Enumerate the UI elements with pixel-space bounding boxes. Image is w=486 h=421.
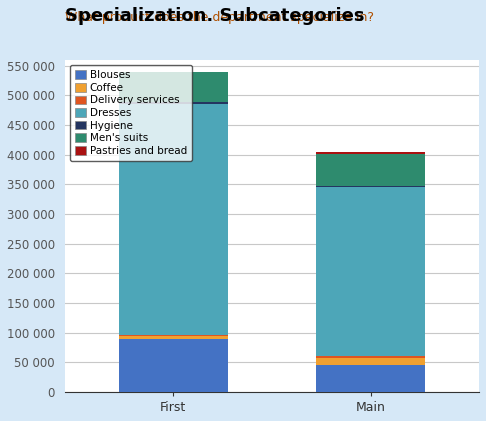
Bar (316, 187, 425, 357)
Bar (119, 338, 227, 392)
Legend: Blouses, Coffee, Delivery services, Dresses, Hygiene, Men's suits, Pastries and : Blouses, Coffee, Delivery services, Dres… (70, 65, 192, 161)
Bar (119, 72, 227, 102)
Bar (316, 154, 425, 186)
Bar (316, 152, 425, 154)
Text: What product does the department specialize in?: What product does the department special… (65, 11, 374, 24)
Bar (316, 365, 425, 392)
Bar (316, 357, 425, 365)
Bar (119, 102, 227, 104)
Bar (316, 186, 425, 187)
Bar (119, 335, 227, 336)
Bar (119, 336, 227, 338)
Bar (119, 104, 227, 335)
Text: Specialization. Subcategories: Specialization. Subcategories (65, 7, 364, 25)
